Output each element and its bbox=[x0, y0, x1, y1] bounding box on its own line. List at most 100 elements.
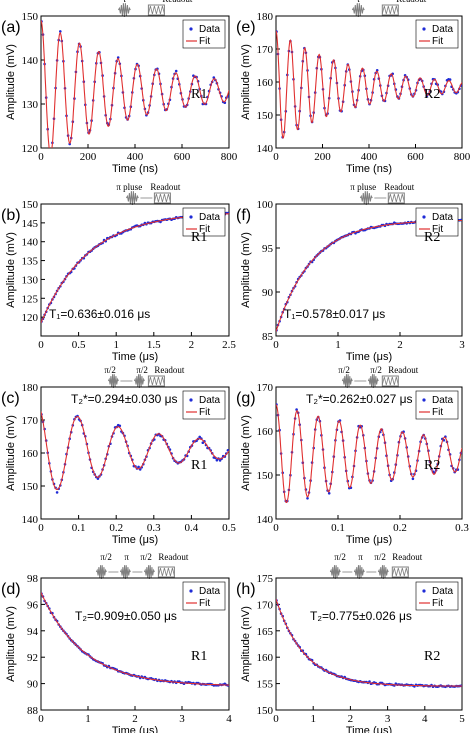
fit-curve bbox=[276, 404, 462, 504]
y-axis-label: Amplitude (mV) bbox=[240, 415, 252, 491]
fit-curve bbox=[276, 598, 462, 687]
y-tick-label: 140 bbox=[257, 514, 274, 526]
y-tick-label: 95 bbox=[262, 243, 274, 255]
x-tick-label: 0.4 bbox=[185, 522, 199, 534]
panel-label: (g) bbox=[236, 390, 256, 407]
x-tick-label: 400 bbox=[361, 151, 378, 163]
legend-fit-label: Fit bbox=[199, 224, 210, 235]
pulse-burst bbox=[359, 191, 373, 206]
x-tick-label: 3 bbox=[385, 713, 391, 725]
x-tick-label: 4 bbox=[226, 713, 232, 725]
readout-wave bbox=[381, 376, 399, 386]
legend-data-marker bbox=[189, 589, 193, 593]
x-tick-label: 0.5 bbox=[222, 522, 236, 534]
panel-label: (c) bbox=[1, 390, 20, 407]
data-point bbox=[137, 465, 140, 469]
x-tick-label: 2 bbox=[132, 713, 138, 725]
legend-data-label: Data bbox=[432, 586, 454, 597]
legend-box bbox=[182, 581, 226, 611]
panel-b: (b) π pluse Readout 0 0.5 1 1.5 2 2.5 120 125 130 13… bbox=[1, 182, 236, 363]
x-axis-label: Time (μs) bbox=[346, 725, 392, 733]
legend-data-marker bbox=[422, 215, 426, 219]
readout-pulse bbox=[147, 4, 165, 16]
y-tick-label: 165 bbox=[257, 626, 274, 638]
y-tick-label: 170 bbox=[257, 599, 274, 611]
pulse-label: Readout bbox=[396, 0, 426, 4]
y-tick-label: 96 bbox=[27, 599, 39, 611]
pulse-burst bbox=[351, 3, 365, 18]
y-tick-label: 150 bbox=[22, 11, 39, 23]
legend-data-label: Data bbox=[199, 395, 221, 406]
legend-fit-label: Fit bbox=[199, 407, 210, 418]
pulse-label: π/2 bbox=[334, 552, 346, 562]
data-point bbox=[48, 149, 51, 152]
data-point bbox=[411, 477, 415, 481]
x-axis-label: Time (μs) bbox=[346, 534, 392, 546]
panel-d: (d) π/2 π π/2 Readout 0 1 2 3 4 88 90 92 94 96 98 Time (… bbox=[1, 552, 232, 733]
pulse-sequence: π pluse Readout bbox=[116, 182, 181, 206]
panel-f: (f) π pluse Readout 0 1 2 3 85 90 95 100 Time (μs) A… bbox=[236, 182, 465, 363]
x-axis-label: Time (μs) bbox=[112, 534, 158, 546]
pulse-sequence: π/2 π/2 Readout bbox=[104, 365, 185, 389]
pulse-burst bbox=[143, 565, 155, 580]
y-tick-label: 150 bbox=[257, 110, 274, 122]
x-tick-label: 600 bbox=[407, 151, 424, 163]
pulse-burst bbox=[95, 565, 107, 580]
readout-pulse bbox=[387, 192, 405, 204]
x-tick-label: 2 bbox=[189, 339, 195, 351]
readout-wave bbox=[391, 567, 409, 577]
pulse-label: τ bbox=[123, 0, 127, 4]
pulse-label: π/2 bbox=[338, 365, 350, 375]
legend-fit-label: Fit bbox=[432, 36, 443, 47]
y-axis-label: Amplitude (mV) bbox=[240, 232, 252, 308]
data-point bbox=[198, 435, 201, 439]
x-tick-label: 200 bbox=[314, 151, 331, 163]
readout-wave bbox=[387, 193, 405, 203]
pulse-label: τ bbox=[356, 0, 360, 4]
pulse-label: Readout bbox=[392, 552, 422, 562]
y-tick-label: 130 bbox=[22, 274, 39, 286]
plot-frame bbox=[40, 203, 230, 337]
pulse-label: π pluse bbox=[350, 182, 376, 192]
legend-box bbox=[182, 19, 226, 49]
pulse-label: π/2 bbox=[104, 365, 116, 375]
qubit-label: R1 bbox=[191, 649, 207, 664]
panel-g: (g) π/2 π/2 Readout 0 0.1 0.2 0.3 140 150 160 170 Ti… bbox=[236, 365, 469, 546]
y-tick-label: 88 bbox=[27, 705, 39, 717]
y-tick-label: 85 bbox=[262, 331, 274, 343]
data-point bbox=[306, 497, 309, 500]
y-tick-label: 150 bbox=[257, 705, 274, 717]
pulse-label: Readout bbox=[154, 365, 184, 375]
pulse-label: π/2 bbox=[136, 365, 148, 375]
panel-a: (a) τ Readout 0 200 400 600 800 120 130 140 150 Time… bbox=[1, 0, 238, 175]
x-tick-label: 0 bbox=[38, 151, 44, 163]
y-axis-label: Amplitude (mV) bbox=[5, 606, 17, 682]
x-tick-label: 2 bbox=[397, 339, 403, 351]
x-tick-label: 1.5 bbox=[147, 339, 161, 351]
legend-data-label: Data bbox=[432, 24, 454, 35]
data-point bbox=[215, 458, 219, 462]
y-tick-label: 92 bbox=[27, 652, 38, 664]
legend-data-marker bbox=[189, 398, 193, 402]
y-tick-label: 170 bbox=[257, 382, 274, 394]
legend-data-label: Data bbox=[432, 212, 454, 223]
data-point bbox=[55, 491, 59, 494]
plot-area bbox=[276, 30, 462, 139]
data-point bbox=[59, 30, 62, 33]
legend-box bbox=[415, 207, 459, 237]
data-point bbox=[50, 152, 53, 155]
pulse-sequence: π/2 π/2 Readout bbox=[338, 365, 419, 389]
data-point bbox=[327, 492, 331, 495]
panel-label: (f) bbox=[236, 207, 251, 224]
y-tick-label: 150 bbox=[22, 199, 39, 211]
fit-curve bbox=[41, 20, 229, 148]
x-tick-label: 1 bbox=[113, 339, 119, 351]
x-tick-label: 0 bbox=[273, 151, 279, 163]
x-tick-label: 0 bbox=[273, 522, 279, 534]
x-tick-label: 0.3 bbox=[147, 522, 161, 534]
